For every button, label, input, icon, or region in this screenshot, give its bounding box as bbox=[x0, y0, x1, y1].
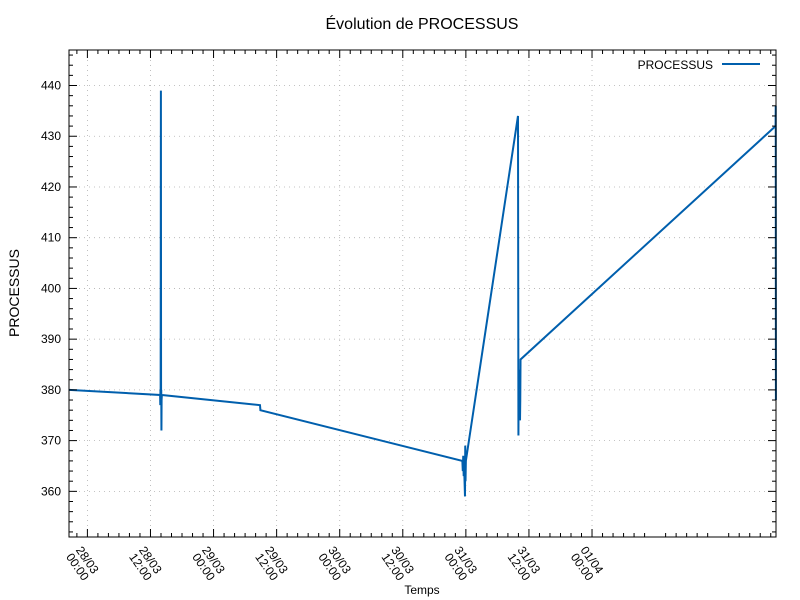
y-tick-label: 440 bbox=[41, 79, 61, 93]
legend: PROCESSUS bbox=[638, 58, 760, 72]
y-tick-label: 370 bbox=[41, 434, 61, 448]
x-tick-label: 28/0300:00 bbox=[63, 544, 102, 584]
x-axis-label: Temps bbox=[404, 583, 439, 597]
y-tick-label: 390 bbox=[41, 332, 61, 346]
y-tick-label: 360 bbox=[41, 484, 61, 498]
legend-label: PROCESSUS bbox=[638, 58, 713, 72]
y-axis-label: PROCESSUS bbox=[6, 249, 22, 337]
y-tick-label: 380 bbox=[41, 383, 61, 397]
chart-title: Évolution de PROCESSUS bbox=[326, 14, 519, 33]
plot-frame bbox=[68, 49, 777, 538]
y-tick-label: 420 bbox=[41, 180, 61, 194]
y-tick-label: 410 bbox=[41, 231, 61, 245]
y-tick-label: 430 bbox=[41, 129, 61, 143]
y-tick-label: 400 bbox=[41, 281, 61, 295]
series-line-processus bbox=[68, 90, 777, 497]
series-layer bbox=[68, 90, 777, 497]
